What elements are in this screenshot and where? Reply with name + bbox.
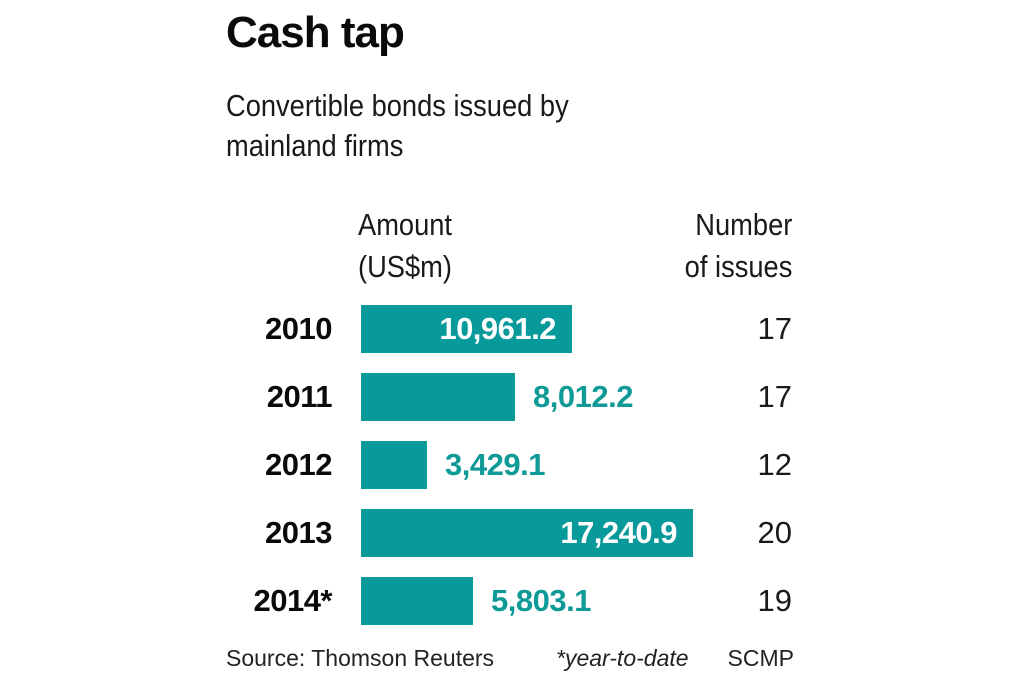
amount-column-header: Amount (US$m)	[358, 204, 452, 288]
bar-row: 2011 8,012.2 17	[0, 373, 1020, 421]
amount-value: 17,240.9	[560, 515, 677, 550]
year-label: 2014*	[253, 583, 332, 618]
year-label: 2011	[266, 379, 333, 414]
amount-header-line2: (US$m)	[358, 249, 452, 284]
footnote: *year-to-date	[556, 645, 689, 671]
amount-header-line1: Amount	[358, 207, 453, 242]
amount-value: 10,961.2	[439, 311, 556, 346]
chart-title: Cash tap	[226, 8, 405, 57]
issues-header-line2: of issues	[684, 249, 792, 284]
issues-column-header: Number of issues	[684, 204, 792, 288]
bar-row: 2013 17,240.9 20	[0, 509, 1020, 557]
year-label: 2012	[265, 447, 332, 482]
chart-subtitle: Convertible bonds issued by mainland fir…	[226, 88, 569, 163]
year-label: 2013	[265, 515, 332, 550]
issues-count: 20	[757, 515, 792, 550]
amount-bar	[361, 441, 427, 489]
amount-value: 5,803.1	[491, 583, 591, 618]
issues-count: 17	[757, 311, 792, 346]
amount-bar	[361, 305, 572, 353]
amount-value: 8,012.2	[533, 379, 633, 414]
amount-value: 3,429.1	[445, 447, 545, 482]
amount-bar	[361, 509, 693, 557]
issues-count: 17	[757, 379, 792, 414]
year-label: 2010	[265, 311, 332, 346]
amount-bar	[361, 373, 515, 421]
issues-header-line1: Number	[694, 207, 792, 242]
publisher-credit: SCMP	[727, 645, 794, 671]
bar-row: 2010 10,961.2 17	[0, 305, 1020, 353]
chart-footer: Source: Thomson Reuters *year-to-date SC…	[226, 645, 794, 679]
bar-row: 2012 3,429.1 12	[0, 441, 1020, 489]
issues-count: 12	[757, 447, 792, 482]
source-credit: Source: Thomson Reuters	[226, 645, 495, 671]
amount-bar	[361, 577, 473, 625]
issues-count: 19	[757, 583, 792, 618]
bar-row: 2014* 5,803.1 19	[0, 577, 1020, 625]
